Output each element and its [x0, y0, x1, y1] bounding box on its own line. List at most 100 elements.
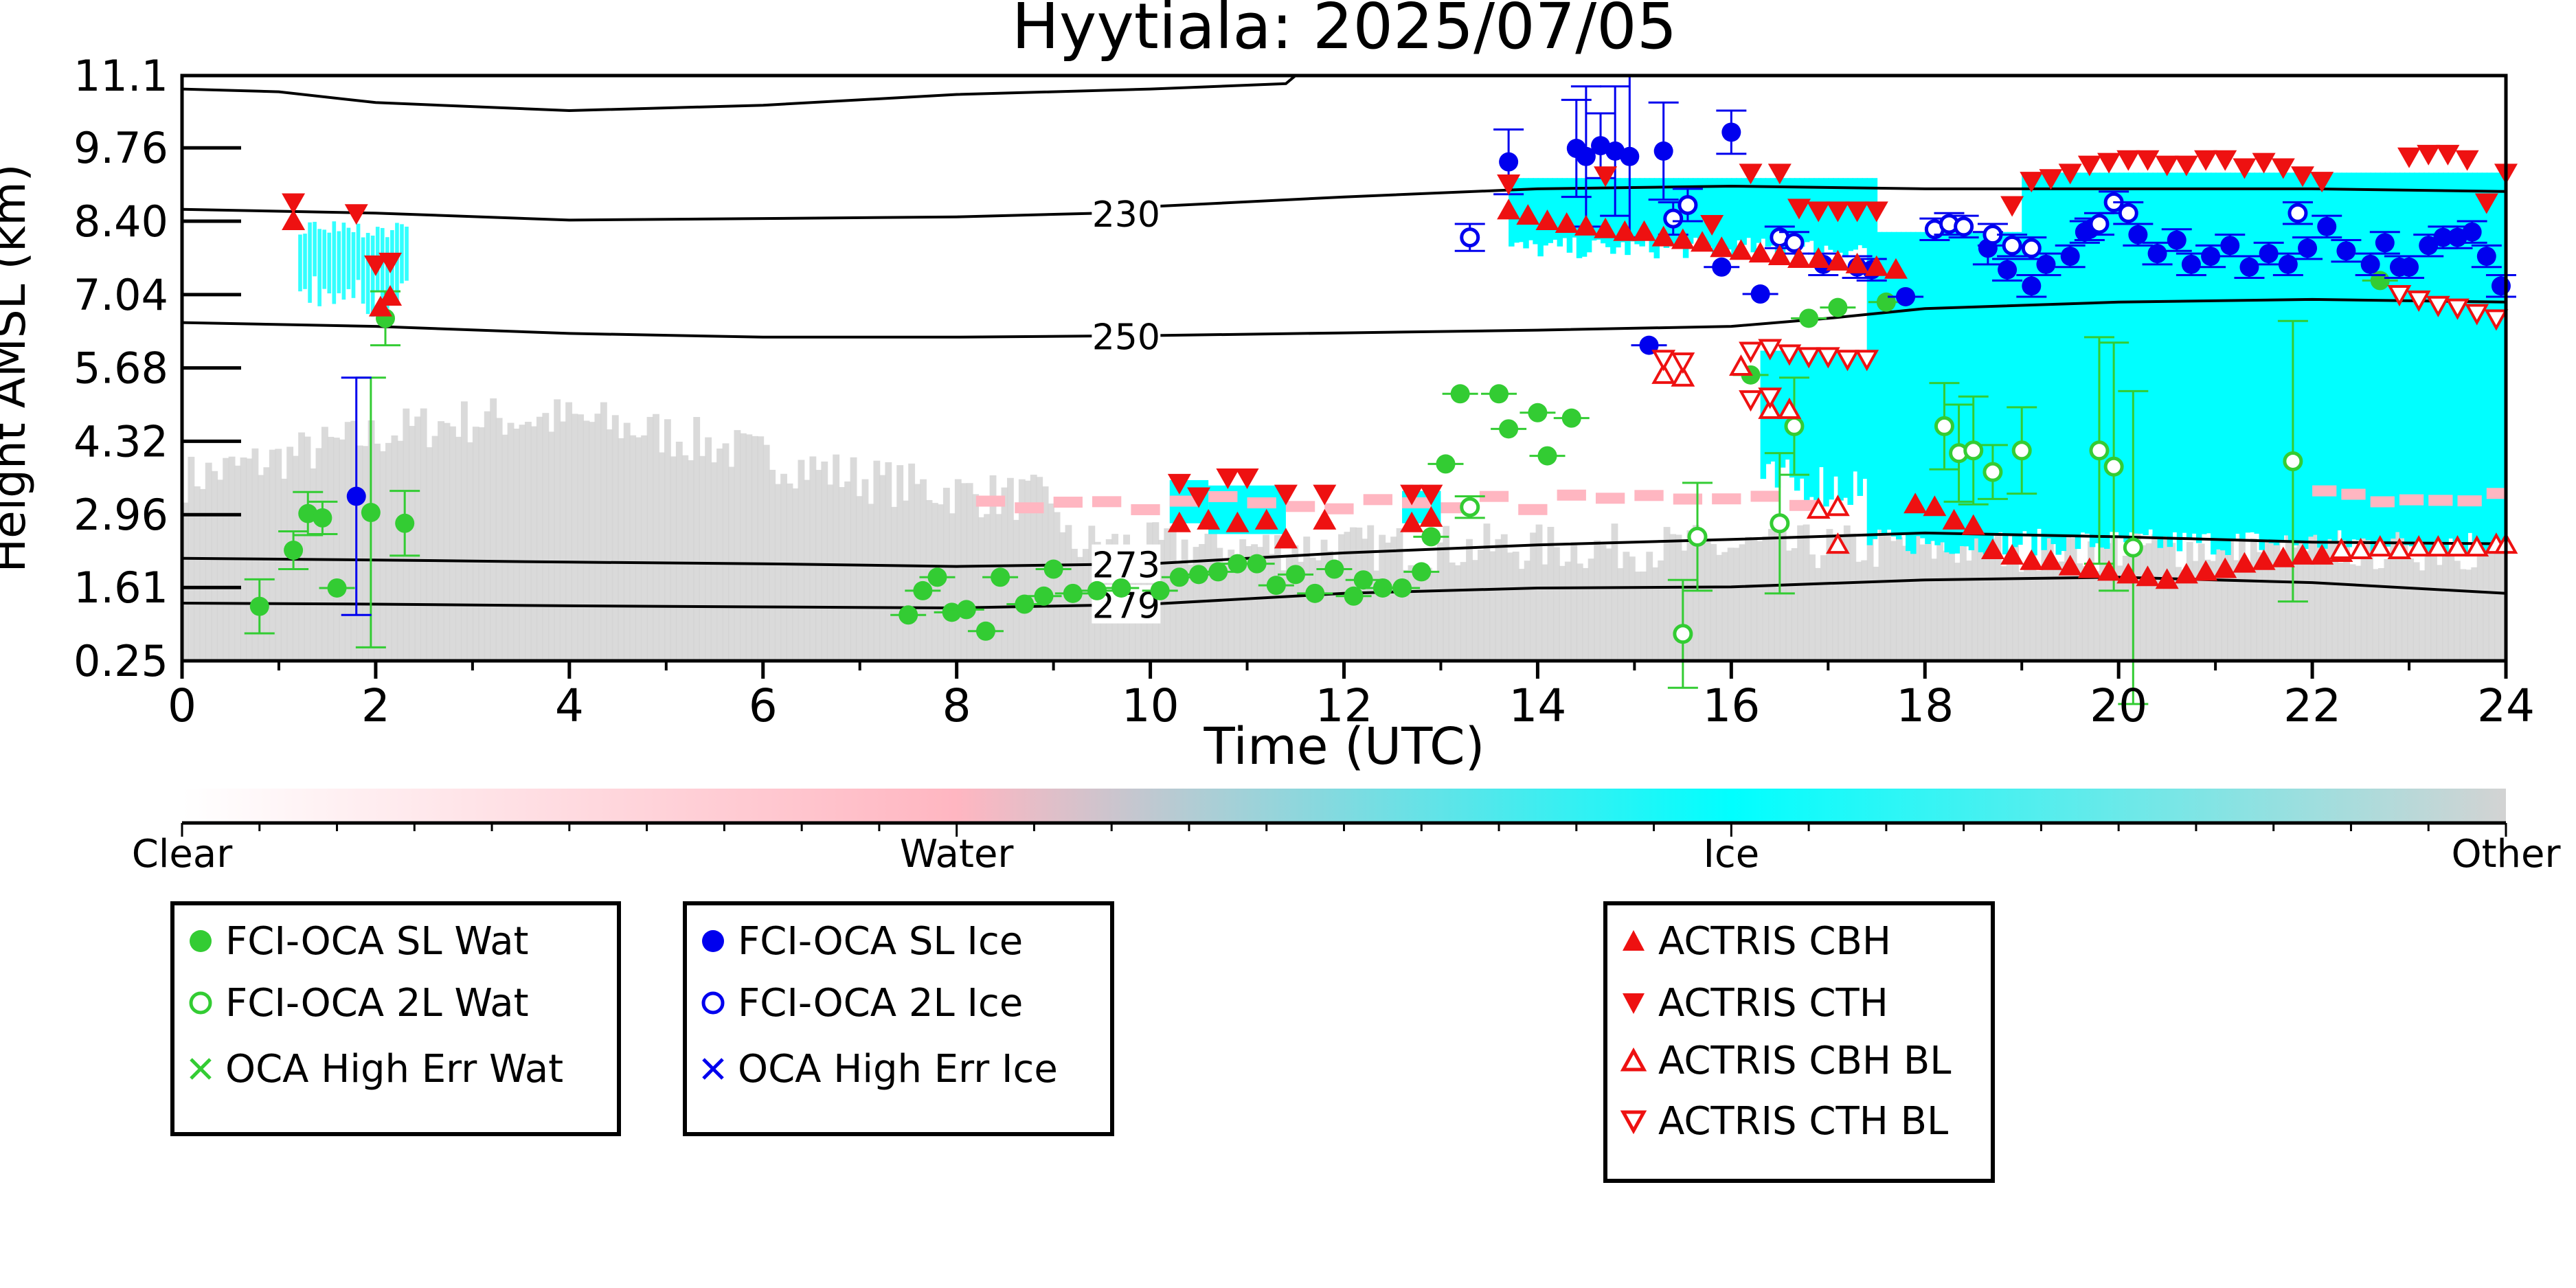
- actris-cbh-bl-point: [2349, 537, 2373, 560]
- actris-cbh-point: [1864, 255, 1888, 276]
- legend-label: FCI-OCA SL Ice: [738, 918, 1024, 964]
- actris-cbh-point: [2116, 563, 2140, 584]
- actris-cbh-bl-point: [1758, 397, 1783, 419]
- x-tick-label: 0: [168, 679, 196, 732]
- actris-cth-point: [2058, 163, 2082, 185]
- fci-oca-sl-ice-point: [2036, 254, 2056, 274]
- fci-oca-sl-wat-point: [1344, 586, 1364, 606]
- fci-oca-sl-wat-point: [1436, 454, 1456, 474]
- actris-cbh-bl-point: [1806, 497, 1831, 519]
- fci-oca-sl-ice-point: [2239, 257, 2259, 277]
- fci-oca-sl-ice-point: [2128, 225, 2148, 245]
- x-tick-label: 6: [749, 679, 778, 732]
- actris-cth-bl-point: [1758, 339, 1783, 361]
- filled-circle-icon: [702, 930, 724, 952]
- actris-cbh-point: [368, 295, 392, 317]
- fci-oca-sl-wat-point: [975, 621, 995, 641]
- fci-oca-sl-ice-point: [2476, 247, 2496, 267]
- isotherm-line: [182, 297, 2506, 339]
- actris-cth-point: [1274, 484, 1298, 506]
- actris-cth-point: [2097, 152, 2121, 174]
- actris-cth-point: [1594, 166, 1618, 188]
- actris-cbh-point: [2097, 560, 2121, 581]
- fci-oca-sl-ice-point: [2399, 257, 2419, 277]
- actris-cth-bl-point: [1739, 341, 1763, 363]
- fci-oca-sl-ice-point: [1721, 122, 1741, 142]
- x-tick-label: 8: [942, 679, 971, 732]
- actris-cbh-point: [1419, 506, 1443, 527]
- fci-oca-sl-ice-point: [346, 486, 366, 506]
- actris-cbh-bl-point: [1729, 354, 1753, 376]
- actris-cbh-point: [1748, 242, 1772, 263]
- actris-cth-bl-point: [2387, 285, 2412, 307]
- fci-oca-sl-wat-point: [1286, 565, 1306, 585]
- actris-cbh-point: [1555, 212, 1579, 233]
- actris-cbh-point: [1254, 508, 1278, 530]
- x-tick-label: 10: [1122, 679, 1179, 732]
- fci-oca-sl-ice-point: [2060, 247, 2080, 267]
- actris-cbh-point: [1274, 528, 1298, 549]
- actris-cth-point: [1767, 163, 1792, 185]
- actris-cbh-point: [2136, 565, 2160, 587]
- actris-cbh-bl-point: [1825, 495, 1850, 517]
- legend-ice: FCI-OCA SL Ice FCI-OCA 2L Ice OCA High E…: [683, 901, 1114, 1136]
- legend-label: OCA High Err Wat: [225, 1046, 564, 1092]
- actris-cbh-point: [1923, 495, 1947, 517]
- actris-cth-point: [2213, 150, 2237, 171]
- y-tick-label: 11.1: [74, 51, 168, 101]
- fci-oca-sl-ice-point: [1712, 257, 1732, 277]
- actris-cth-bl-point: [2426, 295, 2450, 317]
- actris-cth-point: [1787, 199, 1811, 220]
- colorbar-label: Ice: [1703, 832, 1759, 877]
- actris-cth-point: [282, 193, 306, 214]
- fci-oca-sl-wat-point: [298, 504, 318, 523]
- actris-cth-point: [1826, 201, 1850, 223]
- actris-cth-point: [2000, 196, 2024, 217]
- actris-cth-point: [2136, 150, 2160, 171]
- x-tick-label: 22: [2283, 679, 2341, 732]
- fci-oca-sl-wat-point: [1228, 554, 1247, 574]
- actris-cth-point: [1235, 468, 1259, 490]
- actris-cbh-point: [1942, 508, 1966, 530]
- fci-oca-2l-wat-point: [1687, 526, 1708, 547]
- actris-cbh-point: [2000, 543, 2024, 565]
- fci-oca-sl-wat-point: [913, 580, 933, 600]
- legend-label: ACTRIS CBH: [1658, 918, 1892, 964]
- fci-oca-2l-ice-point: [2287, 203, 2308, 223]
- fci-oca-2l-wat-point: [2123, 537, 2143, 558]
- fci-oca-2l-ice-point: [2089, 214, 2110, 234]
- triangle-down-icon: [1623, 993, 1645, 1014]
- actris-cbh-point: [282, 210, 306, 231]
- open-triangle-down-icon: [1620, 1110, 1647, 1135]
- fci-oca-2l-wat-point: [2089, 440, 2110, 461]
- fci-oca-sl-ice-point: [2462, 222, 2482, 242]
- actris-cth-point: [1167, 473, 1191, 495]
- y-tick-label: 8.40: [74, 196, 168, 247]
- fci-oca-sl-wat-point: [1528, 403, 1548, 422]
- actris-cth-point: [1400, 484, 1424, 506]
- isotherm-line: [182, 76, 1297, 113]
- actris-cth-bl-point: [2484, 309, 2509, 331]
- x-tick-label: 4: [555, 679, 584, 732]
- y-tick-label: 0.25: [74, 636, 168, 686]
- fci-oca-sl-ice-point: [2167, 230, 2187, 250]
- fci-oca-sl-wat-point: [249, 596, 269, 616]
- fci-oca-sl-ice-point: [2181, 254, 2201, 274]
- legend-actris: ACTRIS CBH ACTRIS CTH ACTRIS CBH BL ACTR…: [1603, 901, 1995, 1183]
- actris-cbh-bl-point: [2445, 535, 2470, 557]
- fci-oca-sl-wat-point: [1537, 446, 1557, 466]
- y-tick-label: 7.04: [74, 270, 168, 320]
- colorbar-label: Clear: [132, 832, 233, 877]
- fci-oca-2l-wat-point: [1982, 462, 2003, 482]
- fci-oca-sl-wat-point: [1450, 384, 1470, 404]
- fci-oca-sl-wat-point: [1208, 562, 1228, 582]
- x-tick-label: 20: [2090, 679, 2147, 732]
- open-triangle-up-icon: [1620, 1047, 1647, 1072]
- fci-oca-sl-wat-point: [1324, 559, 1344, 579]
- actris-cbh-bl-point: [1651, 362, 1676, 384]
- actris-cth-bl-point: [1855, 350, 1879, 372]
- fci-oca-sl-ice-point: [1576, 146, 1596, 166]
- fci-oca-sl-wat-point: [1412, 562, 1432, 582]
- x-tick-label: 18: [1896, 679, 1954, 732]
